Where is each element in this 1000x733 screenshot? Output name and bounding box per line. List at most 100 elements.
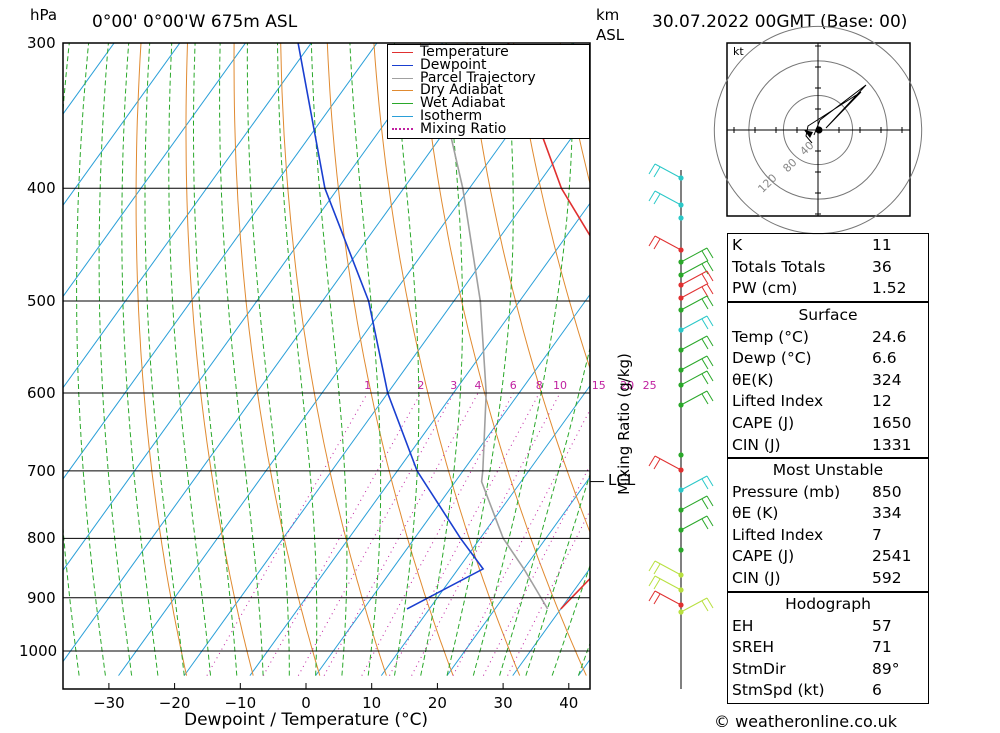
wind-barb: [680, 270, 708, 286]
index-row: SREH 71: [728, 637, 928, 659]
wind-barb: [654, 163, 682, 179]
index-value: 12: [872, 392, 892, 411]
legend-swatch: [392, 77, 413, 79]
wet-adiabat-line: [121, 43, 159, 676]
index-value: 89°: [872, 659, 900, 678]
dry-adiabat-line: [280, 43, 387, 676]
legend-item: Parcel Trajectory: [392, 69, 536, 86]
wind-barb-flag: [701, 318, 709, 330]
isotherm-line: [315, 293, 590, 676]
index-row: CAPE (J) 1650: [728, 413, 928, 435]
wind-barb-flag: [653, 563, 661, 575]
dry-adiabat-line: [920, 8, 1000, 675]
legend-swatch: [392, 116, 413, 117]
dry-adiabat-line: [466, 43, 590, 534]
wind-barb: [680, 475, 708, 491]
index-value: 11: [872, 236, 892, 254]
wind-barb-flag: [653, 593, 661, 605]
wind-barb-flag: [706, 283, 714, 295]
mixing-ratio-label: 25: [642, 379, 657, 393]
legend-label: Temperature: [420, 44, 509, 60]
index-row: Temp (°C) 24.6: [728, 327, 928, 349]
wet-adiabat-line: [168, 43, 211, 676]
index-value: 6.6: [872, 349, 897, 368]
dry-adiabat-line: [233, 43, 321, 676]
legend-label: Parcel Trajectory: [420, 69, 536, 86]
wind-barb-flag: [701, 250, 709, 262]
wind-barb-flag: [701, 393, 709, 405]
asl-unit-label: ASL: [596, 26, 625, 44]
wind-barb: [680, 335, 708, 351]
x-tick-label: −10: [224, 694, 257, 712]
index-row: CIN (J) 592: [728, 568, 928, 590]
wind-barb: [680, 597, 708, 613]
index-label: Pressure (mb): [732, 482, 841, 501]
pressure-label: 600: [27, 384, 56, 403]
mixing-ratio-label: 1: [364, 379, 372, 393]
wind-barb: [654, 190, 682, 206]
index-row: EH 57: [728, 616, 928, 638]
pressure-label: 900: [27, 588, 56, 607]
x-tick-label: −20: [158, 694, 191, 712]
x-tick-label: −30: [93, 694, 125, 712]
isotherm-line: [0, 0, 49, 676]
index-label: Dewp (°C): [732, 349, 812, 368]
index-value: 1331: [872, 435, 912, 454]
wind-barb: [680, 295, 708, 311]
wet-adiabat-line: [98, 43, 133, 676]
index-row: CAPE (J) 2541: [728, 546, 928, 568]
wind-level-dot: [678, 547, 684, 553]
wind-barb-flag: [653, 578, 661, 590]
index-label: Lifted Index: [732, 392, 824, 411]
index-label: StmDir: [732, 659, 786, 678]
wind-barb: [680, 315, 708, 331]
indices-surface-table: Surface Temp (°C) 24.6 Dewp (°C) 6.6 θE(K) 32…: [728, 305, 928, 456]
temperature-line: [507, 43, 590, 610]
index-row: StmSpd (kt) 6: [728, 680, 928, 702]
hodograph-title: Hodograph: [785, 595, 871, 613]
pressure-label: 400: [27, 179, 56, 198]
indices-unstable-box: [727, 458, 929, 592]
x-tick-label: 20: [427, 694, 447, 712]
copyright[interactable]: © weatheronline.co.uk: [714, 712, 897, 731]
wind-barb-flag: [701, 358, 709, 370]
isotherm-line: [63, 43, 312, 389]
pressure-label: 700: [27, 461, 56, 480]
pressure-label: 500: [27, 291, 56, 310]
wet-adiabat-line: [32, 8, 55, 675]
wind-barb-flag: [706, 370, 714, 382]
index-row: PW (cm) 1.52: [728, 278, 928, 300]
dry-adiabat-line: [326, 43, 454, 676]
index-row: θE (K) 334: [728, 503, 928, 525]
wet-adiabat-line: [393, 43, 420, 676]
wind-level-dot: [678, 452, 684, 458]
km-unit-label: km: [596, 6, 620, 24]
index-row: Lifted Index 7: [728, 525, 928, 547]
wind-barb-flag: [648, 575, 656, 587]
pressure-unit-label: hPa: [30, 6, 58, 24]
legend-item: Mixing Ratio: [392, 120, 507, 137]
mixing-ratio-line: [297, 392, 455, 676]
index-value: 7: [872, 525, 882, 544]
wind-barb-flag: [701, 478, 709, 490]
wind-barb: [654, 575, 682, 591]
wet-adiabat-line: [76, 43, 106, 676]
wind-barb-flag: [648, 590, 656, 602]
dewpoint-line: [297, 43, 485, 610]
mixing-ratio-line: [206, 392, 369, 676]
wind-barb: [654, 455, 682, 471]
wind-barb-flag: [706, 390, 714, 402]
wet-adiabat-line: [277, 43, 318, 676]
wind-barb-flag: [701, 298, 709, 310]
index-value: 1650: [872, 413, 912, 432]
index-label: K: [732, 236, 743, 254]
dry-adiabat-line: [513, 43, 590, 370]
legend-label: Mixing Ratio: [420, 120, 507, 137]
wind-barb-flag: [701, 498, 709, 510]
legend-item: Dry Adiabat: [392, 83, 503, 97]
index-label: CAPE (J): [732, 413, 795, 432]
index-label: Lifted Index: [732, 525, 824, 544]
mixing-ratio-label: 8: [535, 379, 543, 393]
index-value: 24.6: [872, 327, 907, 346]
index-value: 36: [872, 257, 892, 276]
